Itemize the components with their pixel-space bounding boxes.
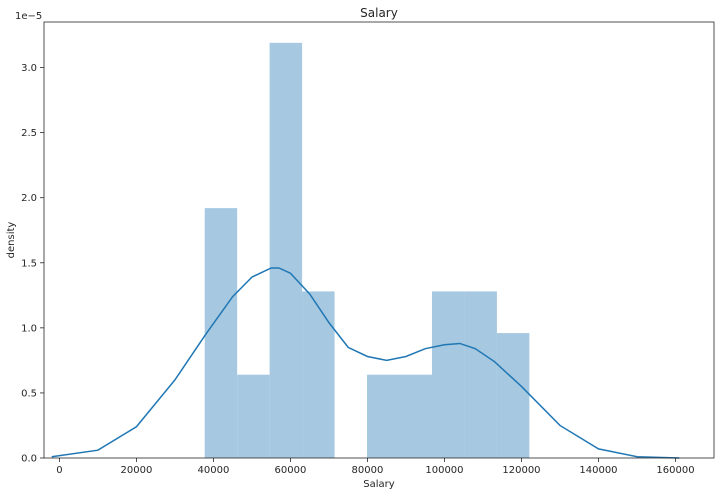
histogram-bar-9 [496, 333, 530, 458]
histogram-bar-3 [302, 291, 335, 458]
y-tick-label-4: 2.0 [21, 193, 37, 204]
y-tick-label-5: 2.5 [21, 128, 37, 139]
y-axis-offset-label: 1e−5 [15, 11, 42, 22]
x-tick-label-6: 120000 [502, 465, 540, 476]
y-axis-ticks: 0.0 0.5 1.0 1.5 2.0 2.5 3.0 [21, 63, 44, 465]
x-tick-label-7: 140000 [579, 465, 617, 476]
y-tick-label-1: 0.5 [21, 388, 37, 399]
x-tick-label-2: 40000 [198, 465, 230, 476]
x-tick-label-1: 20000 [121, 465, 153, 476]
y-tick-label-3: 1.5 [21, 258, 37, 269]
histogram-bar-6 [399, 374, 432, 458]
x-axis-label: Salary [363, 479, 394, 490]
x-tick-label-4: 80000 [352, 465, 384, 476]
histogram-bar-2 [269, 42, 303, 458]
histogram-bar-7 [431, 291, 465, 458]
histogram-bar-1 [237, 374, 270, 458]
histogram-bar-0 [204, 208, 238, 458]
y-axis-label: density [6, 222, 17, 259]
x-tick-label-5: 100000 [425, 465, 463, 476]
y-tick-label-6: 3.0 [21, 63, 37, 74]
axes-frame [43, 21, 715, 459]
histogram-bar-8 [464, 291, 497, 458]
x-axis-ticks: 0 20000 40000 60000 80000 100000 120000 140000 1… [56, 458, 695, 476]
kde-curve [51, 267, 680, 459]
x-tick-label-8: 160000 [656, 465, 694, 476]
x-tick-label-3: 60000 [275, 465, 307, 476]
chart-title: Salary [360, 6, 398, 20]
histogram-bar-5 [367, 374, 400, 458]
histogram-bars [204, 42, 530, 458]
x-tick-label-0: 0 [56, 465, 62, 476]
y-tick-label-0: 0.0 [21, 454, 37, 465]
y-tick-label-2: 1.0 [21, 323, 37, 334]
